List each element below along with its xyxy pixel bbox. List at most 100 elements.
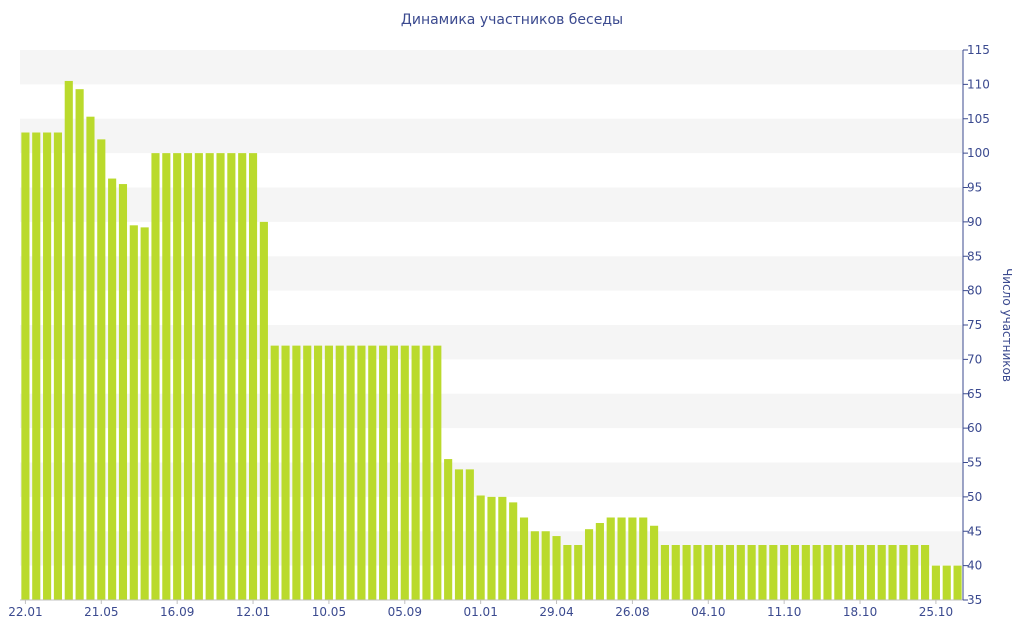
bar — [801, 545, 810, 600]
bar — [487, 496, 496, 600]
bar — [519, 517, 529, 600]
bar — [650, 525, 659, 600]
bar — [704, 545, 713, 600]
grid-band — [20, 256, 963, 291]
bar — [86, 116, 95, 600]
y-tick-label: 45 — [967, 524, 982, 538]
bar — [823, 545, 832, 600]
bar — [314, 345, 323, 600]
grid-band — [20, 462, 963, 497]
y-tick-label: 35 — [967, 593, 982, 607]
y-tick-label: 70 — [967, 352, 982, 366]
bar — [780, 545, 789, 600]
bar — [628, 517, 637, 600]
bar — [183, 153, 193, 600]
bar — [552, 536, 561, 600]
bar — [97, 139, 106, 600]
bar — [931, 565, 940, 600]
y-tick-label: 80 — [967, 284, 982, 298]
bar — [660, 545, 669, 600]
bar — [758, 545, 767, 600]
grid-bands — [20, 50, 963, 566]
bar — [422, 345, 431, 600]
x-tick-label: 12.01 — [236, 605, 270, 619]
y-tick-label: 95 — [967, 181, 982, 195]
bar — [693, 545, 702, 600]
y-tick-label: 65 — [967, 387, 982, 401]
bar — [194, 153, 203, 600]
y-tick-label: 90 — [967, 215, 982, 229]
y-tick-label: 75 — [967, 318, 982, 332]
bar — [346, 345, 355, 600]
x-tick-label: 10.05 — [312, 605, 346, 619]
bar — [270, 345, 279, 600]
bar — [259, 221, 268, 600]
bar — [400, 345, 409, 600]
bar — [368, 345, 377, 600]
bar — [411, 345, 420, 600]
bar — [888, 545, 897, 600]
x-tick-label: 05.09 — [388, 605, 422, 619]
grid-band — [20, 118, 963, 154]
bar — [292, 345, 301, 600]
bar — [834, 545, 843, 600]
chart-title: Динамика участников беседы — [400, 12, 624, 28]
grid-band — [20, 187, 963, 222]
bar — [715, 545, 724, 600]
bar — [595, 523, 604, 600]
bar — [162, 153, 171, 600]
bar — [563, 545, 572, 600]
bar — [205, 153, 214, 600]
bar — [32, 132, 41, 600]
bar — [303, 345, 312, 600]
bar — [379, 345, 388, 600]
bar — [736, 545, 745, 600]
x-tick-label: 18.10 — [843, 605, 877, 619]
bar — [21, 132, 30, 600]
bar — [509, 502, 518, 600]
bar — [790, 545, 800, 600]
y-tick-label: 40 — [967, 559, 982, 573]
bar — [43, 132, 52, 600]
y-tick-label: 100 — [967, 146, 990, 160]
x-tick-label: 25.10 — [919, 605, 953, 619]
bar — [108, 178, 117, 600]
y-tick-label: 55 — [967, 456, 982, 470]
bar — [454, 469, 464, 600]
bar — [541, 531, 550, 600]
bar — [899, 545, 908, 600]
bar — [357, 345, 366, 600]
bar — [682, 545, 691, 600]
bar — [227, 153, 236, 600]
bar — [151, 153, 160, 600]
bar — [606, 517, 615, 600]
bar — [584, 529, 594, 600]
bar — [173, 153, 182, 600]
bar — [75, 89, 84, 600]
x-tick-label: 21.05 — [84, 605, 118, 619]
x-tick-label: 11.10 — [767, 605, 801, 619]
bar — [953, 565, 962, 600]
bars — [21, 80, 962, 600]
y-tick-label: 110 — [967, 77, 990, 91]
bar — [118, 184, 128, 600]
bar — [335, 345, 344, 600]
bar — [53, 132, 63, 600]
x-tick-label: 01.01 — [463, 605, 497, 619]
bar — [845, 545, 854, 600]
bar — [574, 545, 583, 600]
bar — [433, 345, 442, 600]
bar — [671, 545, 680, 600]
y-tick-label: 60 — [967, 421, 982, 435]
bar — [866, 545, 875, 600]
grid-band — [20, 393, 963, 429]
grid-band — [20, 325, 963, 360]
bar — [639, 517, 648, 600]
y-tick-label: 50 — [967, 490, 982, 504]
bar — [476, 495, 485, 600]
bar — [248, 153, 258, 600]
bar — [324, 345, 333, 600]
bar — [530, 531, 539, 600]
x-tick-label: 26.08 — [615, 605, 649, 619]
